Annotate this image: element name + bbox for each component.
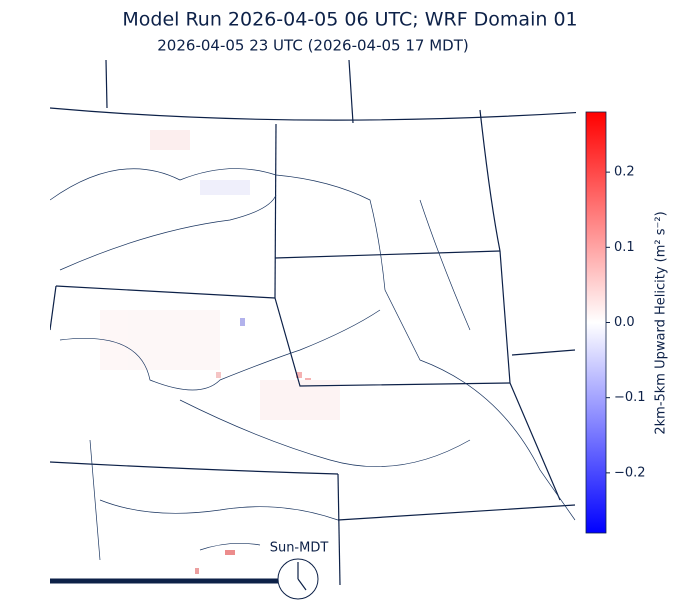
tick-label: −0.1 <box>614 390 646 405</box>
colorbar-label: 2km-5km Upward Helicity (m² s⁻²) <box>654 211 669 434</box>
rivers <box>50 168 576 561</box>
tick-label: 0.0 <box>614 315 635 330</box>
subtitle: 2026-04-05 23 UTC (2026-04-05 17 MDT) <box>157 37 468 55</box>
state-borders <box>50 60 576 585</box>
colorbar-ticks: −0.2 −0.1 0.0 0.1 0.2 <box>606 165 646 480</box>
tick-label: 0.1 <box>614 240 635 255</box>
colorbar <box>585 111 607 534</box>
tick-label: 0.2 <box>614 165 635 180</box>
title: Model Run 2026-04-05 06 UTC; WRF Domain … <box>122 9 577 31</box>
map <box>50 60 576 585</box>
clock-hands <box>297 562 307 591</box>
clock-label: Sun-MDT <box>270 541 329 556</box>
field-noise <box>100 130 340 574</box>
tick-label: −0.2 <box>614 465 646 480</box>
